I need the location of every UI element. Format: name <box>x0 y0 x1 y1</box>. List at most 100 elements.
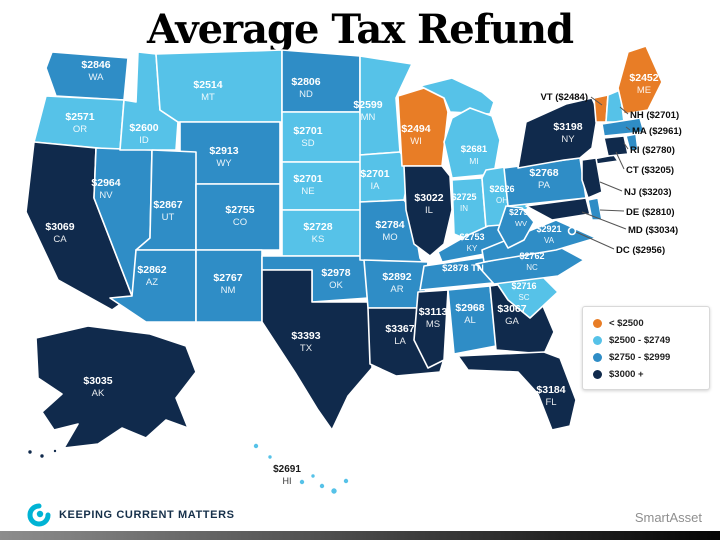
state-MD <box>525 197 591 221</box>
state-abbr-label: HI <box>283 476 292 486</box>
state-CO <box>195 183 281 251</box>
state-NE <box>281 161 369 211</box>
label-pointer-line <box>581 211 627 230</box>
legend-label: $2500 - $2749 <box>609 335 671 346</box>
state-IL <box>403 165 453 257</box>
state-abbr-label: UT <box>162 212 175 223</box>
brand-name: Keeping Current Matters <box>59 509 235 521</box>
swirl-logo-icon <box>27 503 51 527</box>
state-abbr-label: OR <box>73 124 87 135</box>
external-state-label: VT ($2484) <box>540 92 588 103</box>
label-pointer-line <box>615 151 625 170</box>
state-abbr-label: NC <box>526 263 538 272</box>
state-abbr-label: OH <box>496 196 508 205</box>
state-value-label: $2968 <box>455 302 484 314</box>
state-value-label: $2846 <box>81 59 110 71</box>
state-abbr-label: KS <box>312 234 325 245</box>
state-abbr-label: ME <box>637 85 651 96</box>
state-abbr-label: GA <box>505 316 519 327</box>
state-CT <box>603 135 629 157</box>
state-value-label: $2767 <box>213 272 242 284</box>
state-abbr-label: FL <box>545 397 556 408</box>
state-value-label: $2768 <box>529 167 558 179</box>
state-value-label: $2921 <box>536 224 561 234</box>
state-abbr-label: MN <box>361 112 376 123</box>
state-KS <box>281 209 369 257</box>
state-value-label: $2964 <box>91 177 120 189</box>
bottom-edge-bar <box>0 531 720 540</box>
state-abbr-label: WV <box>515 219 527 228</box>
state-abbr-label: VA <box>544 236 555 245</box>
state-value-label: $3113 <box>419 306 448 318</box>
state-value-label: $2701 <box>293 125 322 137</box>
state-value-label: $2600 <box>129 122 158 134</box>
state-abbr-label: AR <box>390 284 403 295</box>
state-value-label: $2806 <box>291 76 320 88</box>
state-abbr-label: AK <box>92 388 105 399</box>
external-state-label: RI ($2780) <box>630 145 675 156</box>
label-pointer-line <box>599 181 623 192</box>
state-value-label: $2701 <box>360 168 389 180</box>
state-abbr-label: TX <box>300 343 313 354</box>
legend-color-dot <box>593 353 602 362</box>
state-abbr-label: WA <box>89 72 105 83</box>
state-value-label: $2691 <box>273 464 301 475</box>
state-MI <box>443 107 501 179</box>
external-state-label: MD ($3034) <box>628 225 678 236</box>
state-abbr-label: MS <box>426 319 440 330</box>
state-value-label: $3069 <box>45 221 74 233</box>
state-RI <box>625 133 639 152</box>
state-abbr-label: ND <box>299 89 313 100</box>
label-pointer-line <box>575 231 615 250</box>
state-AK-island <box>26 448 34 456</box>
state-value-label: $2753 <box>459 232 484 242</box>
legend-label: < $2500 <box>609 318 644 329</box>
legend-item: $3000 + <box>583 366 709 383</box>
state-HI-island <box>342 477 350 485</box>
state-HI-island <box>309 472 317 480</box>
state-value-label: $3022 <box>414 192 443 204</box>
state-value-label: $2701 <box>293 173 322 185</box>
state-abbr-label: NV <box>99 190 113 201</box>
state-abbr-label: SD <box>301 138 314 149</box>
legend-item: $2750 - $2999 <box>583 349 709 366</box>
state-abbr-label: IA <box>371 181 381 192</box>
state-HI-island <box>329 486 339 496</box>
state-HI-island <box>266 453 274 461</box>
state-value-label: $2784 <box>375 219 404 231</box>
state-MA <box>601 117 645 137</box>
states-layer <box>25 45 663 496</box>
state-value-label: $2626 <box>489 184 514 194</box>
state-abbr-label: KY <box>467 244 478 253</box>
state-value-label: $3367 <box>385 323 414 335</box>
state-value-label: $2599 <box>353 99 382 111</box>
state-value-label: $2728 <box>303 221 332 233</box>
state-value-label: $2913 <box>209 145 238 157</box>
state-abbr-label: WY <box>216 158 232 169</box>
state-abbr-label: OK <box>329 280 343 291</box>
state-ME <box>617 45 663 115</box>
state-value-label: $2978 <box>321 267 350 279</box>
state-value-label: $2762 <box>519 251 544 261</box>
state-abbr-label: MI <box>469 156 478 166</box>
state-AK-island <box>38 452 46 460</box>
state-value-label: $3184 <box>536 384 565 396</box>
external-state-label: DC ($2956) <box>616 245 665 256</box>
state-MN <box>359 55 413 156</box>
state-abbr-label: MT <box>201 92 215 103</box>
state-value-label: $2514 <box>193 79 222 91</box>
state-NJ <box>581 157 603 199</box>
credit-text: SmartAsset <box>634 510 702 525</box>
state-WV <box>497 205 535 249</box>
state-HI-island <box>318 482 326 490</box>
state-value-label: $2892 <box>382 271 411 283</box>
state-value-label: $2494 <box>401 123 430 135</box>
state-TX <box>261 269 373 431</box>
state-value-label: $2681 <box>461 144 488 155</box>
legend-item: < $2500 <box>583 315 709 332</box>
state-value-label: $2753 <box>509 207 533 217</box>
legend-label: $2750 - $2999 <box>609 352 671 363</box>
